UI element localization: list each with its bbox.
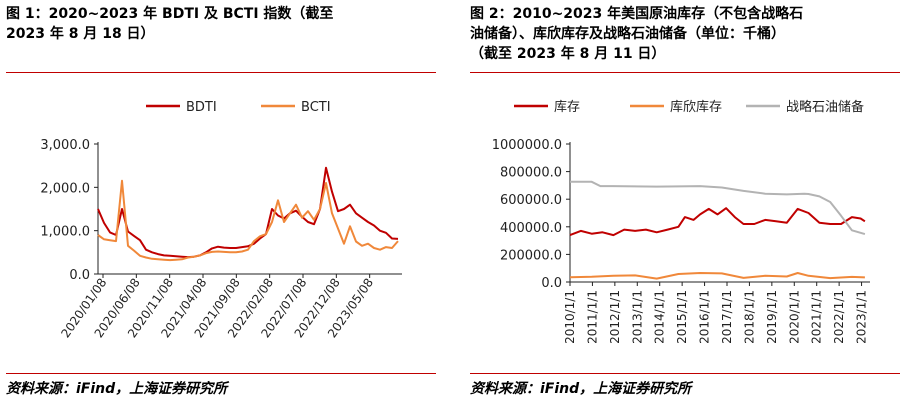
series-line-2 bbox=[570, 180, 866, 236]
y-tick-label: 200000.0 bbox=[500, 248, 562, 263]
y-tick-label: 800000.0 bbox=[500, 166, 562, 181]
x-tick-label: 2018/1/1 bbox=[742, 290, 756, 344]
figure-2-source: 资料来源：iFind，上海证券研究所 bbox=[470, 381, 692, 397]
figure-2-panel: 图 2：2010~2023 年美国原油库存（不包含战略石 油储备）、库欣库存及战… bbox=[470, 0, 904, 402]
figure-1-source-divider bbox=[6, 373, 436, 374]
x-tick-label: 2010/1/1 bbox=[563, 290, 577, 344]
x-tick-label: 2012/1/1 bbox=[608, 290, 622, 344]
x-tick-label: 2020/1/1 bbox=[787, 290, 801, 344]
figure-1-title-divider bbox=[6, 72, 436, 73]
y-tick-label: 0.0 bbox=[69, 268, 90, 283]
series-line-0 bbox=[569, 207, 866, 237]
figure-2-title-divider bbox=[470, 72, 900, 73]
y-tick-label: 1000000.0 bbox=[492, 138, 562, 153]
x-tick-label: 2023/1/1 bbox=[855, 290, 869, 344]
series-line-1 bbox=[97, 179, 399, 262]
y-tick-label: 2,000.0 bbox=[40, 181, 90, 196]
figure-1-source: 资料来源：iFind，上海证券研究所 bbox=[6, 381, 228, 397]
figure-1-title: 图 1：2020~2023 年 BDTI 及 BCTI 指数（截至 2023 年… bbox=[6, 6, 334, 42]
series-line-1 bbox=[569, 272, 865, 280]
y-tick-label: 3,000.0 bbox=[40, 138, 90, 153]
legend-label-0: BDTI bbox=[186, 100, 217, 115]
x-tick-label: 2017/1/1 bbox=[720, 290, 734, 344]
x-tick-label: 2021/1/1 bbox=[810, 290, 824, 344]
figure-1-bdti-bcti-chart: BDTI BCTI0.01,000.02,000.03,000.02020/01/… bbox=[40, 100, 402, 340]
figure-2-title: 图 2：2010~2023 年美国原油库存（不包含战略石 油储备）、库欣库存及战… bbox=[470, 6, 804, 62]
y-tick-label: 400000.0 bbox=[500, 221, 562, 236]
x-tick-label: 2019/1/1 bbox=[765, 290, 779, 344]
x-tick-label: 2014/1/1 bbox=[653, 290, 667, 344]
y-tick-label: 600000.0 bbox=[500, 193, 562, 208]
legend-label-1: 库欣库存 bbox=[670, 99, 722, 115]
series-line-0 bbox=[97, 166, 399, 259]
x-tick-label: 2011/1/1 bbox=[585, 290, 599, 344]
x-tick-label: 2013/1/1 bbox=[630, 290, 644, 344]
figure-1-panel: 图 1：2020~2023 年 BDTI 及 BCTI 指数（截至 2023 年… bbox=[6, 0, 446, 402]
figure-2-source-divider bbox=[470, 373, 900, 374]
legend-label-2: 战略石油储备 bbox=[786, 99, 864, 115]
legend-label-0: 库存 bbox=[554, 99, 580, 115]
legend-label-1: BCTI bbox=[301, 100, 331, 115]
x-tick-label: 2022/1/1 bbox=[832, 290, 846, 344]
y-tick-label: 1,000.0 bbox=[40, 225, 90, 240]
y-tick-label: 0.0 bbox=[541, 276, 562, 291]
x-tick-label: 2016/1/1 bbox=[698, 290, 712, 344]
figure-2-oil-inventory-chart: 库存 库欣库存 战略石油储备 0.0 200000.0 400000.0 600000.0 8… bbox=[492, 99, 870, 344]
x-tick-label: 2015/1/1 bbox=[675, 290, 689, 344]
